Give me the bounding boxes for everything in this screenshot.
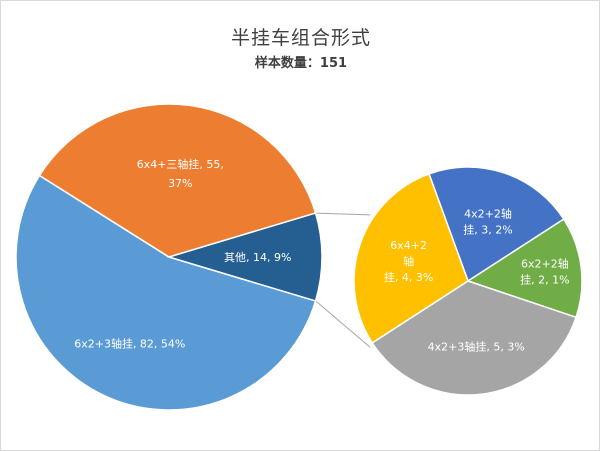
connector-line-top [315,212,371,216]
secondary-slice [466,218,583,319]
main-data-label: 6x4+三轴挂, 55, 37% [137,157,224,190]
secondary-slice [371,280,578,396]
secondary-data-label: 4x2+3轴挂, 5, 3% [428,340,525,354]
secondary-slice [353,172,469,344]
chart-title: 半挂车组合形式 [230,27,371,49]
main-slice [15,174,317,411]
main-data-label: 6x2+3轴挂, 82, 54% [74,336,185,350]
secondary-data-label: 4x2+2轴挂, 3, 2% [463,207,512,237]
main-slice [166,212,323,302]
connector-line-bottom [315,300,371,348]
secondary-data-label: 6x4+2 轴挂, 4, 3% [384,239,433,284]
secondary-data-label: 6x2+2轴挂, 2, 1% [520,256,569,286]
secondary-slice [428,166,565,283]
main-slice [38,103,317,258]
main-data-label: 其他, 14, 9% [224,251,291,264]
chart-subtitle: 样本数量：151 [254,56,348,71]
